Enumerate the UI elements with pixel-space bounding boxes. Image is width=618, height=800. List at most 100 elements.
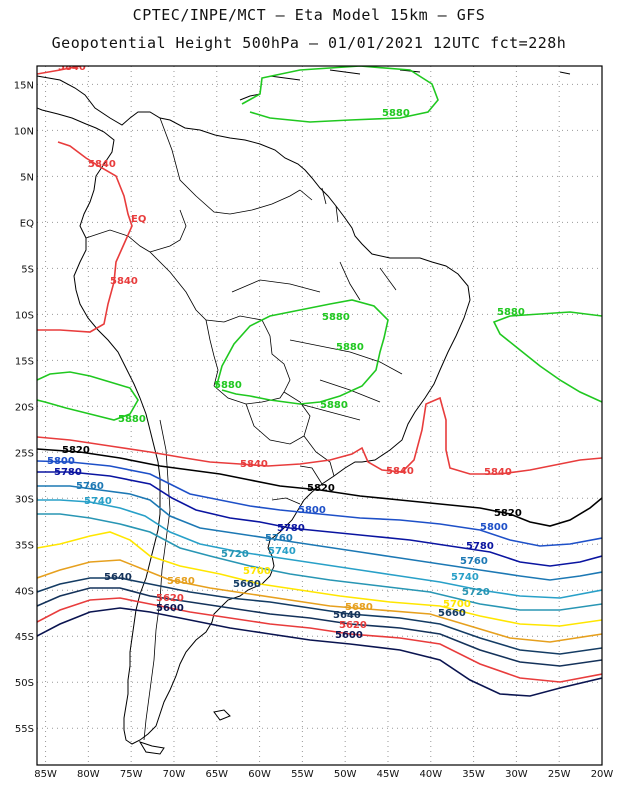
contour-5880-north xyxy=(241,66,439,123)
lon-tick-label: 85W xyxy=(34,769,57,780)
contour-label: 5600 xyxy=(156,603,184,614)
lon-tick-label: 65W xyxy=(205,769,228,780)
lat-tick-label: 50S xyxy=(15,678,34,689)
lat-tick-label: 30S xyxy=(15,494,34,505)
title-line-2: Geopotential Height 500hPa – 01/01/2021 … xyxy=(51,34,567,52)
contour-label: 5700 xyxy=(243,566,271,577)
contour-5720 xyxy=(37,513,602,611)
contour-label: 5840 xyxy=(88,159,116,170)
contour-label: 5880 xyxy=(382,108,410,119)
contour-label: 5740 xyxy=(451,572,479,583)
contour-label: 5820 xyxy=(494,508,522,519)
border-chile-argentina xyxy=(143,419,171,741)
contour-5800 xyxy=(37,460,602,547)
contour-label: 5880 xyxy=(336,342,364,353)
falkland-islands xyxy=(213,709,231,721)
lon-tick-label: 60W xyxy=(248,769,271,780)
contour-5660 xyxy=(37,577,602,655)
lat-tick-label: 10S xyxy=(15,310,34,321)
south-america-coastline xyxy=(37,75,471,745)
lat-tick-label: 35S xyxy=(15,540,34,551)
contour-5840-north xyxy=(37,66,133,333)
contour-label: 5760 xyxy=(76,481,104,492)
contour-5740 xyxy=(37,499,602,599)
contour-label: 5840 xyxy=(240,459,268,470)
contour-label: 5780 xyxy=(277,523,305,534)
lat-tick-label: 20S xyxy=(15,402,34,413)
height-contours xyxy=(37,66,602,697)
contour-5780 xyxy=(37,471,602,567)
lat-tick-label: 15S xyxy=(15,356,34,367)
contour-5700 xyxy=(37,531,602,627)
contour-label: 5880 xyxy=(322,312,350,323)
contour-label: 5840 xyxy=(110,276,138,287)
lon-tick-label: 75W xyxy=(120,769,143,780)
border-uruguay xyxy=(271,497,301,505)
contour-label: 5880 xyxy=(214,380,242,391)
contour-5760 xyxy=(37,485,602,581)
lon-tick-label: 25W xyxy=(548,769,571,780)
contour-label: 5840 xyxy=(386,466,414,477)
contour-label: 5800 xyxy=(47,456,75,467)
title-line-1: CPTEC/INPE/MCT – Eta Model 15km – GFS xyxy=(132,6,486,24)
contour-label: 5680 xyxy=(167,576,195,587)
contour-5880-atlantic xyxy=(492,311,602,403)
lon-tick-label: 80W xyxy=(77,769,100,780)
tierra-del-fuego xyxy=(138,741,165,755)
contour-label: 5660 xyxy=(438,608,466,619)
contour-label: 5820 xyxy=(62,445,90,456)
contour-5880-west xyxy=(37,371,139,421)
lat-tick-label: 45S xyxy=(15,632,34,643)
border-peru-bolivia xyxy=(205,319,219,387)
lon-tick-label: 20W xyxy=(591,769,614,780)
contour-5840-south xyxy=(37,396,602,475)
contour-5820 xyxy=(37,448,602,527)
graticule-grid xyxy=(37,66,603,765)
contour-label: 5760 xyxy=(265,533,293,544)
contour-5680 xyxy=(37,559,602,643)
border-bolivia-brazil xyxy=(223,315,291,393)
contour-label: 5740 xyxy=(84,496,112,507)
contour-label: 5780 xyxy=(466,541,494,552)
lon-tick-label: 45W xyxy=(377,769,400,780)
contour-label: 5840 xyxy=(58,62,86,73)
contour-5640 xyxy=(37,587,602,667)
contour-label: 5740 xyxy=(268,546,296,557)
plot-background xyxy=(37,66,602,765)
contour-labels: 5840 5840 EQ 5840 5880 5880 5880 5880 5880 5880 58… xyxy=(47,62,525,641)
lat-tick-label: 5S xyxy=(21,264,34,275)
border-colombia-peru-brazil xyxy=(149,209,187,253)
contour-5620 xyxy=(37,597,602,683)
contour-5600 xyxy=(37,607,602,697)
contour-label: 5800 xyxy=(298,505,326,516)
contour-5880-brazil xyxy=(215,299,389,405)
border-brazil-states xyxy=(231,261,403,421)
lon-tick-label: 50W xyxy=(334,769,357,780)
border-guianas xyxy=(299,187,339,223)
contour-label: 5780 xyxy=(54,467,82,478)
lon-tick-label: 70W xyxy=(163,769,186,780)
contour-label: 5700 xyxy=(443,599,471,610)
lat-tick-label: 40S xyxy=(15,586,34,597)
contour-label: 5880 xyxy=(320,400,348,411)
lon-tick-label: 30W xyxy=(505,769,528,780)
contour-label: 5720 xyxy=(221,549,249,560)
axis-tick-labels: 15N 10N 5N EQ 5S 10S 15S 20S 25S 30S 35S 40S 45S 50S 5… xyxy=(14,80,614,780)
contour-label: 5640 xyxy=(333,610,361,621)
contour-label: 5880 xyxy=(118,414,146,425)
contour-label: 5640 xyxy=(104,572,132,583)
border-colombia-venezuela xyxy=(159,117,231,215)
contour-label: 5840 xyxy=(484,467,512,478)
contour-label: 5600 xyxy=(335,630,363,641)
contour-label: 5620 xyxy=(339,620,367,631)
contour-label: 5620 xyxy=(156,593,184,604)
plot-frame xyxy=(36,65,603,766)
lon-tick-label: 35W xyxy=(462,769,485,780)
lat-tick-label: 15N xyxy=(14,80,34,91)
contour-label: 5800 xyxy=(480,522,508,533)
lat-tick-label: 5N xyxy=(20,172,34,183)
contour-label: 5680 xyxy=(345,602,373,613)
lon-tick-label: 55W xyxy=(291,769,314,780)
lon-tick-label: 40W xyxy=(419,769,442,780)
